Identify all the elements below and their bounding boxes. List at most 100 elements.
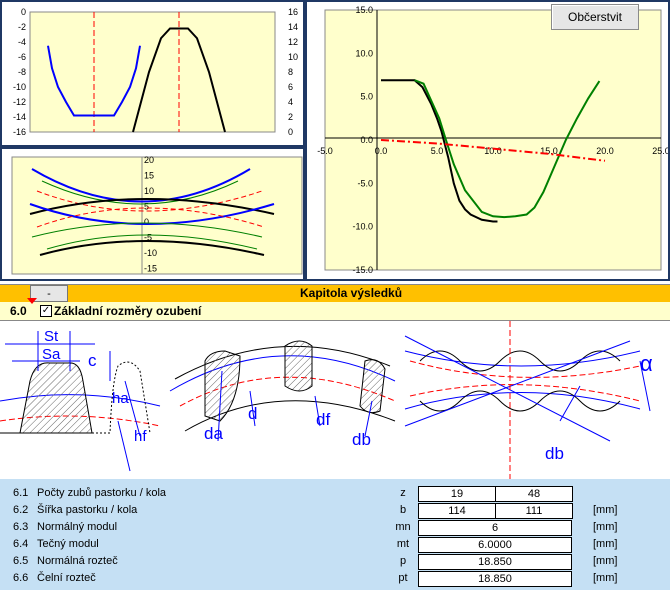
- label-df: df: [316, 410, 330, 429]
- row-symbol: z: [400, 487, 406, 499]
- results-title: Kapitola výsledků: [300, 286, 403, 300]
- x-tick-label: 20.0: [596, 146, 614, 156]
- tick-label: 10: [144, 186, 154, 196]
- value-cell-wheel: 111: [495, 503, 573, 519]
- value-cell: 18.850: [418, 554, 572, 570]
- label-db: db: [352, 430, 371, 449]
- meshing-gears-diagram: [404, 321, 651, 479]
- right-tick-label: 2: [288, 112, 293, 122]
- curve-blue-middle: [29, 203, 275, 225]
- y-tick-label: 5.0: [360, 92, 373, 102]
- row-symbol: pt: [398, 572, 408, 584]
- tick-label: 15: [144, 171, 154, 181]
- x-tick-label: 15.0: [540, 146, 558, 156]
- row-label: Čelní rozteč: [37, 572, 96, 584]
- tick-label: 5: [144, 202, 149, 212]
- curve-black-bottom: [39, 240, 265, 256]
- label-st: St: [44, 328, 59, 345]
- refresh-button[interactable]: Občerstvit: [551, 4, 639, 30]
- row-label: Normálná rozteč: [37, 555, 118, 567]
- right-tick-label: 12: [288, 37, 298, 47]
- characteristic-chart: -5.0 0.0 5.0 10.0 15.0 20.0 25.0 15.0 10.0 5.0 0.…: [317, 5, 670, 275]
- tooth-profile-line: [132, 27, 226, 133]
- row-unit: [mm]: [593, 572, 618, 584]
- left-tick-label: -2: [18, 22, 26, 32]
- curve-red-middle: [36, 207, 265, 228]
- label-alpha: α: [640, 351, 653, 376]
- value-cell-pinion: 114: [418, 503, 496, 519]
- row-symbol: mn: [395, 521, 411, 533]
- section-title: Základní rozměry ozubení: [54, 304, 202, 318]
- label-d: d: [248, 404, 257, 423]
- tick-label: 0: [144, 217, 149, 227]
- curve-red-top: [36, 190, 263, 212]
- row-label: Tečný modul: [37, 538, 99, 550]
- value-cell: 6.0000: [418, 537, 572, 553]
- right-tick-label: 14: [288, 22, 298, 32]
- y-axis-ticks: 15.0 10.0 5.0 0.0 -5.0 -10.0 -15.0: [352, 5, 373, 275]
- row-unit: [mm]: [593, 538, 618, 550]
- label-db-mesh: db: [545, 444, 564, 463]
- chart-right: -5.0 0.0 5.0 10.0 15.0 20.0 25.0 15.0 10.0 5.0 0.…: [307, 2, 670, 279]
- x-tick-label: 0.0: [375, 146, 388, 156]
- x-axis-ticks: -5.0 0.0 5.0 10.0 15.0 20.0 25.0: [317, 146, 670, 156]
- row-label: Normálný modul: [37, 521, 118, 533]
- right-tick-label: 6: [288, 82, 293, 92]
- section-header: [0, 302, 670, 321]
- curve-black-middle: [29, 198, 275, 215]
- y-tick-label: -15.0: [352, 265, 373, 275]
- left-tick-label: -4: [18, 37, 26, 47]
- section-number: 6.0: [10, 304, 27, 318]
- series-line-1: [414, 79, 601, 219]
- label-ha: ha: [112, 390, 129, 407]
- gear-segment-diagram: [169, 340, 396, 442]
- row-unit: [mm]: [593, 555, 618, 567]
- row-symbol: p: [399, 555, 407, 567]
- right-tick-label: 4: [288, 97, 293, 107]
- left-tick-label: -14: [13, 112, 26, 122]
- right-tick-label: 10: [288, 52, 298, 62]
- row-unit: [mm]: [593, 521, 618, 533]
- label-hf: hf: [134, 428, 147, 445]
- meshing-curves-chart: 20 15 10 5 0 -5 -10 -15: [11, 155, 303, 275]
- x-tick-label: -5.0: [317, 146, 333, 156]
- tick-label: 20: [144, 155, 154, 165]
- left-tick-label: 0: [21, 7, 26, 17]
- left-tick-label: -16: [13, 127, 26, 137]
- tooth-diagram: [0, 331, 161, 472]
- collapse-button[interactable]: -: [30, 285, 68, 302]
- y-tick-label: -10.0: [352, 222, 373, 232]
- right-axis-ticks: 16 14 12 10 8 6 4 2 0: [288, 7, 298, 137]
- x-tick-label: 25.0: [652, 146, 668, 156]
- value-cell-pinion: 19: [418, 486, 496, 502]
- left-tick-label: -8: [18, 67, 26, 77]
- left-axis-ticks: 0 -2 -4 -6 -8 -10 -12 -14 -16: [13, 7, 26, 137]
- row-number: 6.6: [13, 572, 29, 584]
- x-tick-label: 10.0: [484, 146, 502, 156]
- label-c: c: [88, 351, 97, 370]
- section-checkbox[interactable]: ✓: [40, 305, 52, 317]
- y-tick-label: 15.0: [355, 5, 373, 15]
- row-number: 6.1: [13, 487, 29, 499]
- tick-label: -10: [144, 248, 157, 258]
- row-symbol: b: [399, 504, 407, 516]
- gear-dimension-diagrams: St Sa c ha hf da d df db: [0, 321, 670, 479]
- left-tick-label: -6: [18, 52, 26, 62]
- chart-bottom-left: 20 15 10 5 0 -5 -10 -15: [2, 149, 303, 279]
- tick-label: -5: [144, 233, 152, 243]
- curve-green-bottom: [31, 222, 263, 238]
- label-da: da: [204, 424, 223, 443]
- series-line-0: [381, 79, 498, 223]
- y-tick-label: 10.0: [355, 48, 373, 58]
- right-tick-label: 8: [288, 67, 293, 77]
- y-axis-ticks: 20 15 10 5 0 -5 -10 -15: [144, 155, 157, 274]
- gear-diagram-svg: St Sa c ha hf da d df db: [0, 321, 653, 479]
- row-number: 6.5: [13, 555, 29, 567]
- tooth-space-profile-line: [47, 45, 141, 117]
- row-label: Počty zubů pastorku / kola: [37, 487, 167, 499]
- right-tick-label: 0: [288, 127, 293, 137]
- y-tick-label: 0.0: [360, 135, 373, 145]
- value-cell-wheel: 48: [495, 486, 573, 502]
- series-line-2: [380, 139, 606, 162]
- value-cell: 18.850: [418, 571, 572, 587]
